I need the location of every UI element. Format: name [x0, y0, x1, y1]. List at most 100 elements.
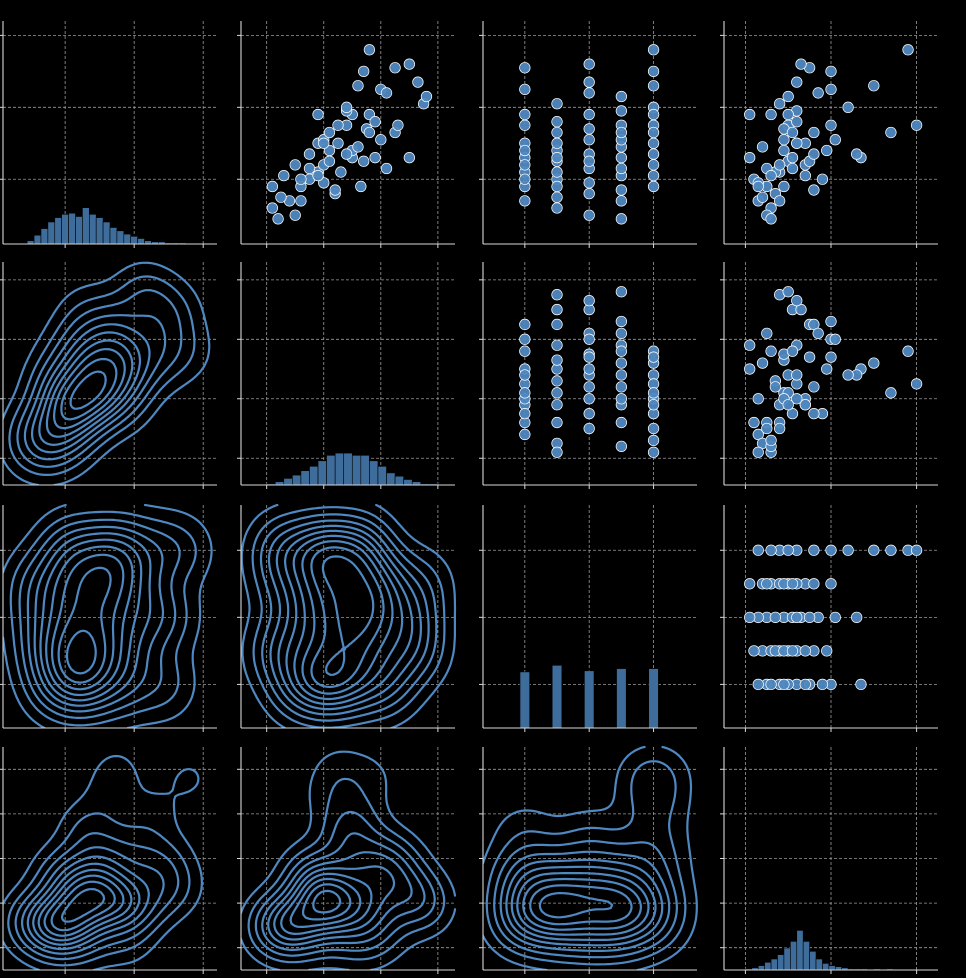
histogram-bar: [95, 217, 104, 244]
kde-contour: [284, 529, 414, 706]
scatter-point: [773, 159, 786, 171]
scatter-point: [352, 141, 364, 153]
scatter-point: [756, 141, 769, 153]
scatter-point: [786, 645, 799, 657]
kde-contour: [60, 888, 106, 923]
scatter-point: [791, 116, 803, 128]
scatter-point: [647, 180, 660, 193]
scatter-point: [761, 422, 773, 435]
scatter-point: [910, 378, 923, 390]
scatter-point: [825, 315, 837, 328]
kde-contour: [522, 877, 642, 931]
kde-contour: [312, 889, 342, 914]
kde-contour: [3, 503, 213, 728]
scatter-point: [519, 387, 531, 399]
scatter-point: [403, 58, 415, 70]
scatter-point: [272, 213, 284, 225]
scatter-point: [791, 369, 803, 381]
scatter-point: [551, 339, 563, 351]
scatter-point: [808, 148, 820, 160]
scatter-point: [551, 98, 563, 110]
scatter-point: [583, 87, 595, 99]
scatter-point: [615, 213, 628, 225]
scatter-point: [289, 209, 301, 221]
panel: [237, 21, 455, 248]
kde-contour: [60, 357, 118, 421]
scatter-point: [829, 134, 841, 146]
scatter-point: [647, 422, 660, 435]
scatter-point: [551, 126, 563, 139]
scatter-point: [647, 159, 660, 171]
scatter-point: [583, 209, 595, 221]
panel-content: [745, 930, 894, 970]
scatter-point: [825, 83, 837, 95]
scatter-point: [647, 148, 660, 160]
histogram-bar: [116, 230, 125, 244]
scatter-point: [266, 202, 279, 214]
scatter-point: [761, 327, 773, 340]
histogram-bar: [130, 236, 138, 244]
scatter-point: [868, 544, 880, 556]
scatter-point: [773, 195, 786, 207]
scatter-point: [808, 578, 820, 590]
scatter-point: [791, 611, 803, 623]
histogram-bar: [351, 454, 362, 485]
kde-contour: [37, 868, 133, 942]
scatter-point: [647, 434, 660, 447]
scatter-point: [519, 407, 531, 420]
scatter-point: [812, 87, 824, 99]
histogram-bar: [790, 941, 798, 970]
scatter-point: [615, 416, 628, 429]
histogram-bar: [815, 958, 823, 970]
scatter-point: [583, 58, 595, 70]
histogram-bar: [40, 228, 49, 244]
histogram-bar: [343, 452, 353, 485]
histogram-bar: [369, 460, 379, 485]
scatter-point: [885, 126, 897, 139]
kde-contour: [516, 872, 650, 936]
scatter-point: [647, 137, 660, 149]
scatter-point: [615, 357, 628, 369]
scatter-point: [825, 119, 837, 131]
scatter-point: [910, 119, 923, 131]
kde-contour: [16, 289, 183, 468]
scatter-point: [744, 108, 756, 121]
scatter-point: [266, 180, 279, 193]
panel: [720, 505, 938, 732]
scatter-point: [778, 144, 790, 157]
scatter-point: [791, 295, 803, 307]
scatter-point: [583, 123, 595, 135]
kde-contour: [31, 323, 151, 454]
scatter-point: [303, 148, 316, 160]
panel-content: [241, 750, 457, 970]
scatter-point: [369, 116, 381, 128]
kde-contour: [9, 510, 197, 727]
scatter-point: [369, 152, 381, 164]
scatter-point: [275, 191, 287, 203]
scatter-point: [842, 369, 854, 381]
scatter-point: [808, 544, 820, 556]
scatter-point: [551, 137, 563, 149]
histogram-bar: [783, 947, 791, 970]
scatter-point: [752, 544, 764, 556]
kde-contour: [23, 314, 167, 461]
scatter-point: [647, 126, 660, 139]
scatter-point: [910, 544, 923, 556]
panel: [0, 261, 217, 489]
scatter-point: [821, 645, 833, 657]
scatter-point: [303, 162, 316, 175]
scatter-point: [615, 393, 628, 405]
kde-contour: [259, 513, 438, 722]
scatter-point: [583, 155, 595, 167]
scatter-point: [816, 678, 829, 691]
kde-contour: [32, 862, 141, 946]
histogram-bar: [54, 217, 62, 244]
scatter-point: [868, 80, 880, 92]
scatter-point: [519, 62, 531, 74]
scatter-point: [519, 333, 531, 345]
scatter-point: [799, 399, 811, 411]
kde-contour: [321, 555, 375, 676]
panel-content: [744, 44, 923, 225]
kde-contour: [26, 855, 150, 951]
scatter-point: [519, 369, 531, 381]
